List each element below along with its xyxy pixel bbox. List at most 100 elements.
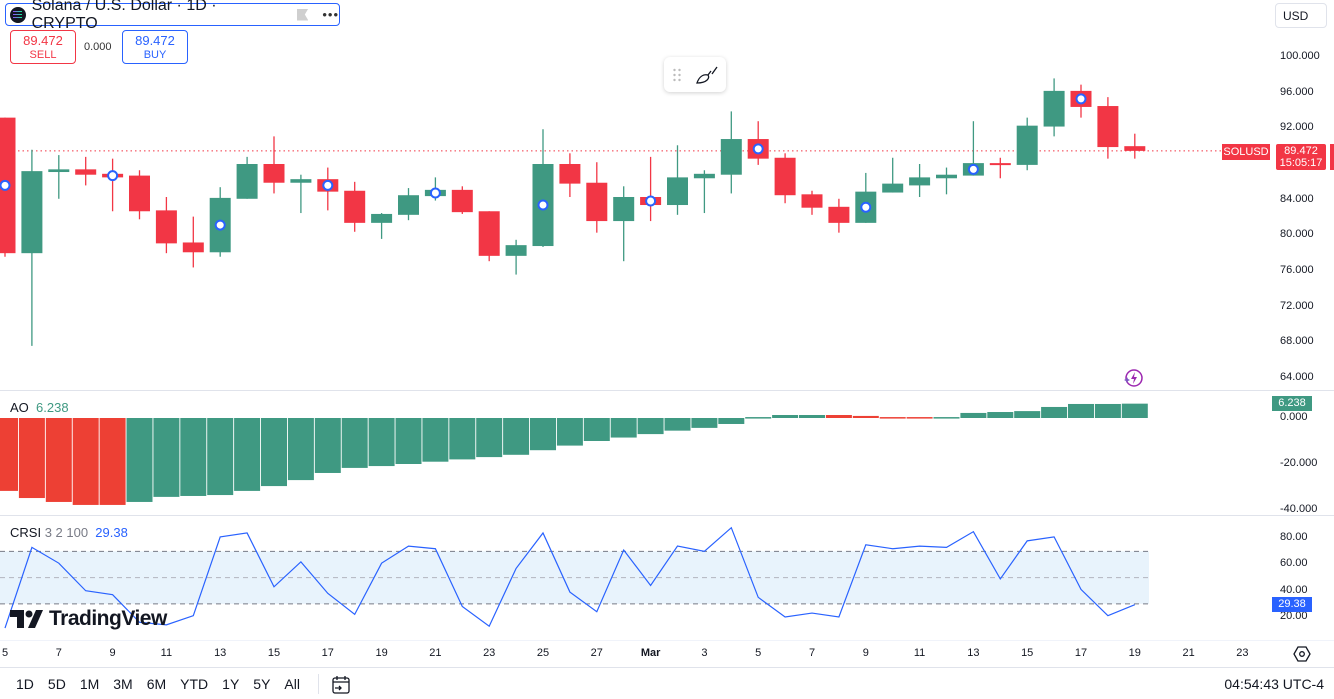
symbol-search-button[interactable]: Solana / U.S. Dollar · 1D · CRYPTO ••• <box>5 0 340 32</box>
ao-bar <box>395 418 422 464</box>
candle-body <box>989 163 1011 166</box>
ao-bar <box>368 418 395 467</box>
gear-icon[interactable] <box>1293 645 1311 663</box>
candle[interactable] <box>505 239 527 275</box>
ao-bar <box>852 415 879 418</box>
calendar-goto-icon[interactable] <box>331 674 351 694</box>
ao-title: AO <box>10 400 29 415</box>
brush-icon[interactable] <box>695 65 719 85</box>
range-button-5y[interactable]: 5Y <box>253 675 271 692</box>
candle[interactable] <box>21 149 43 346</box>
range-button-all[interactable]: All <box>284 675 300 692</box>
candle[interactable] <box>398 188 419 221</box>
candle[interactable] <box>424 177 446 201</box>
ao-bar <box>72 418 99 505</box>
more-options-button[interactable]: ••• <box>322 7 339 22</box>
ao-bar <box>476 418 503 458</box>
candle[interactable] <box>102 158 124 212</box>
price-chart-pane[interactable] <box>0 0 1270 390</box>
candle[interactable] <box>182 216 204 268</box>
currency-selector[interactable]: USD <box>1275 3 1327 28</box>
buy-button[interactable]: 89.472 BUY <box>122 30 188 64</box>
candle[interactable] <box>209 187 231 257</box>
candle[interactable] <box>75 156 97 186</box>
candle[interactable] <box>936 167 957 195</box>
range-button-5d[interactable]: 5D <box>47 675 66 692</box>
ao-bar <box>180 418 207 496</box>
range-button-1m[interactable]: 1M <box>79 675 100 692</box>
clock-timezone[interactable]: 04:54:43 UTC-4 <box>1224 675 1324 692</box>
ao-bar <box>556 418 583 446</box>
candle[interactable] <box>909 164 931 197</box>
range-button-3m[interactable]: 3M <box>113 675 133 692</box>
candle[interactable] <box>1070 84 1092 118</box>
candle[interactable] <box>989 157 1011 179</box>
candle-body <box>75 169 97 175</box>
candle[interactable] <box>48 155 70 199</box>
ao-bar <box>45 418 72 502</box>
ao-axis-label: 0.000 <box>1280 411 1308 423</box>
candle[interactable] <box>828 198 850 233</box>
candle[interactable] <box>0 117 16 257</box>
candle[interactable] <box>317 167 339 211</box>
candle[interactable] <box>693 170 715 214</box>
candle[interactable] <box>640 156 662 222</box>
time-axis-label: 19 <box>375 647 388 659</box>
range-button-6m[interactable]: 6M <box>146 675 167 692</box>
candle[interactable] <box>559 153 581 197</box>
floating-drawing-toolbar[interactable] <box>664 57 726 92</box>
crsi-axis-label: 80.00 <box>1280 531 1308 544</box>
time-axis-label: 15 <box>267 647 281 659</box>
signal-marker <box>860 201 872 213</box>
candle[interactable] <box>774 153 796 204</box>
crsi-legend[interactable]: CRSI 3 2 100 29.38 <box>10 525 128 540</box>
candle[interactable] <box>1124 133 1146 159</box>
candle[interactable] <box>1097 97 1119 159</box>
tradingview-logo[interactable]: TradingView <box>10 607 167 631</box>
candle[interactable] <box>371 213 393 239</box>
range-button-1d[interactable]: 1D <box>16 675 34 692</box>
candle[interactable] <box>344 181 366 232</box>
ao-bar <box>772 415 799 418</box>
candle[interactable] <box>129 170 150 220</box>
candle[interactable] <box>478 211 500 262</box>
candle[interactable] <box>962 121 984 176</box>
candle[interactable] <box>451 186 473 214</box>
candle[interactable] <box>263 136 285 194</box>
sell-button[interactable]: 89.472 SELL <box>10 30 76 64</box>
range-button-1y[interactable]: 1Y <box>222 675 240 692</box>
range-button-ytd[interactable]: YTD <box>180 675 209 692</box>
pane-divider[interactable] <box>0 390 1334 391</box>
crsi-pane[interactable] <box>0 516 1270 640</box>
candle[interactable] <box>720 111 742 194</box>
lightning-icon[interactable] <box>1121 367 1145 389</box>
pane-divider[interactable] <box>0 515 1334 516</box>
ao-bar <box>99 418 126 505</box>
ao-legend[interactable]: AO 6.238 <box>10 400 69 415</box>
time-axis-label: 17 <box>1074 647 1088 659</box>
candle[interactable] <box>1043 78 1065 137</box>
ao-bar <box>261 418 287 487</box>
ao-bar <box>0 418 18 491</box>
ao-value: 6.238 <box>36 400 69 415</box>
flag-icon[interactable] <box>296 8 309 21</box>
candle[interactable] <box>1016 117 1038 171</box>
drag-handle-icon[interactable] <box>673 68 681 82</box>
candle[interactable] <box>801 190 823 215</box>
candle[interactable] <box>586 162 608 233</box>
candle[interactable] <box>236 156 258 199</box>
candle[interactable] <box>855 172 877 223</box>
candle[interactable] <box>882 157 904 193</box>
date-range-buttons: 1D 5D 1M 3M 6M YTD 1Y 5Y All <box>16 676 314 692</box>
candle-body <box>478 211 500 256</box>
candle[interactable] <box>747 121 769 165</box>
candle[interactable] <box>667 145 688 215</box>
solana-logo <box>10 6 26 23</box>
candle[interactable] <box>290 174 312 214</box>
time-axis-label: 25 <box>536 647 550 659</box>
candle[interactable] <box>155 196 177 254</box>
candle[interactable] <box>532 129 554 247</box>
ao-pane[interactable] <box>0 391 1270 515</box>
candle[interactable] <box>613 186 635 262</box>
candle-body <box>828 206 850 223</box>
